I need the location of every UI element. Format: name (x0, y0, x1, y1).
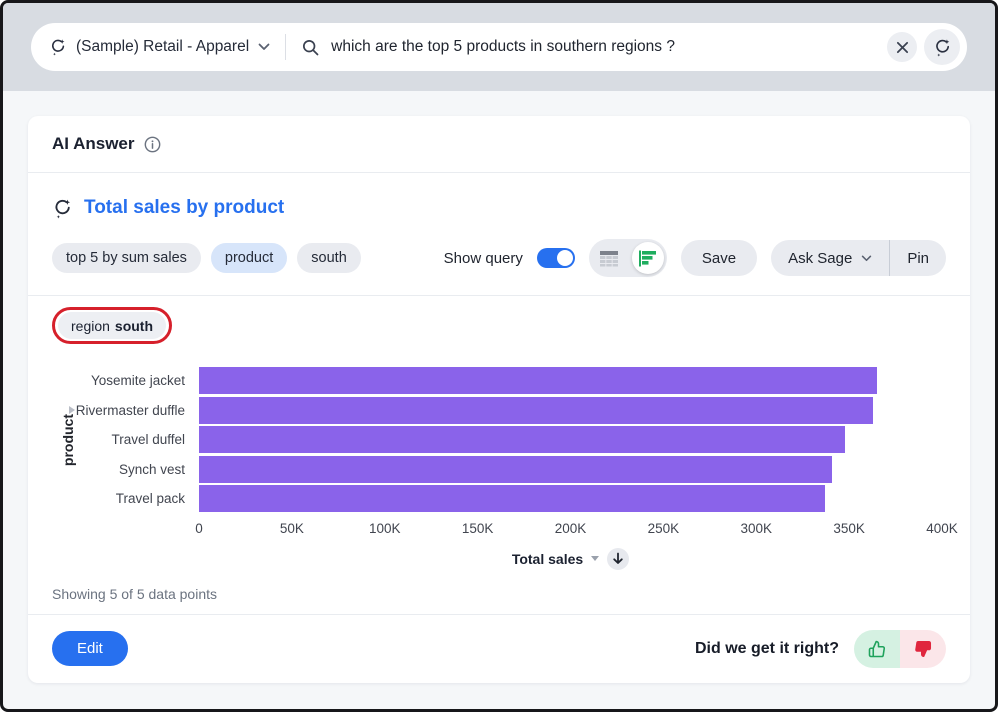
sage-spark-icon (52, 198, 73, 219)
plot-area (199, 366, 942, 514)
page-title: AI Answer (52, 134, 135, 153)
y-axis-label: Rivermaster duffle (75, 402, 185, 418)
axis-expand-icon[interactable] (69, 406, 75, 414)
feedback-buttons (854, 629, 946, 668)
status-text: Showing 5 of 5 data points (52, 585, 218, 602)
chevron-down-icon (861, 255, 872, 262)
token-toolbar-row: top 5 by sum sales product south Show qu… (52, 239, 946, 277)
viz-type-switch (588, 239, 667, 277)
y-axis-label: Synch vest (118, 461, 185, 477)
sage-spark-icon (49, 38, 67, 56)
filter-attribute: region (71, 317, 110, 334)
chart-view-button[interactable] (631, 242, 664, 274)
x-axis-title[interactable]: Total sales (511, 550, 584, 567)
searchbar-divider (285, 34, 287, 60)
y-axis-labels: Yosemite jacket Rivermaster duffle Travel … (52, 366, 199, 514)
bar[interactable] (199, 485, 825, 513)
x-axis-ticks: 0 50K 100K 150K 200K 250K 300K 350K 400K (195, 520, 958, 538)
bar[interactable] (199, 396, 874, 424)
bar[interactable] (199, 455, 833, 483)
x-axis-tick: 100K (368, 520, 401, 536)
section-divider (28, 295, 970, 296)
y-axis-title: product (60, 413, 76, 466)
x-axis-tick: 0 (195, 520, 203, 536)
clear-search-button[interactable] (887, 32, 917, 62)
show-query-label: Show query (443, 249, 523, 267)
search-input[interactable] (331, 38, 887, 56)
edit-button[interactable]: Edit (52, 631, 128, 667)
pin-button[interactable]: Pin (907, 249, 929, 267)
filter-value: south (114, 317, 154, 334)
token-chip-top5[interactable]: top 5 by sum sales (52, 243, 201, 273)
filter-row: region south (52, 307, 946, 344)
thumbs-down-button[interactable] (900, 629, 946, 668)
answer-title-row: Total sales by product (52, 197, 946, 219)
search-icon (301, 38, 320, 57)
ask-sage-menu-button[interactable]: Ask Sage (771, 240, 889, 276)
bars (199, 366, 942, 514)
x-axis-tick: 250K (647, 520, 680, 536)
ask-sage-pin-group: Ask Sage Pin (771, 240, 946, 276)
sort-descending-button[interactable] (607, 547, 630, 570)
thumbs-up-icon (868, 640, 886, 658)
ask-sage-button[interactable] (924, 29, 960, 65)
region-filter-chip[interactable]: region south (58, 312, 167, 339)
table-view-button[interactable] (599, 250, 619, 267)
show-query-toggle[interactable] (536, 248, 575, 268)
y-axis-label: Travel pack (115, 491, 185, 507)
ask-sage-label: Ask Sage (788, 249, 853, 267)
sage-spark-icon (933, 38, 952, 57)
main-area: AI Answer (3, 91, 995, 709)
footer-divider (28, 613, 970, 615)
save-button[interactable]: Save (680, 240, 758, 276)
top-bar: (Sample) Retail - Apparel (3, 3, 995, 91)
bar-chart-icon (638, 250, 657, 267)
answer-toolbar: Show query (444, 239, 946, 277)
chevron-down-icon (258, 43, 270, 51)
thumbs-up-button[interactable] (854, 629, 900, 668)
token-chip-product[interactable]: product (210, 243, 288, 273)
token-chip-south[interactable]: south (297, 243, 361, 273)
feedback-prompt: Did we get it right? (695, 639, 839, 657)
x-axis-label-row: Total sales (199, 547, 942, 570)
arrow-down-icon (612, 552, 624, 565)
bar[interactable] (199, 426, 846, 454)
bar-chart: product Yosemite jacket Rivermaster duffl… (52, 366, 958, 570)
x-axis-tick: 350K (833, 520, 865, 536)
combo-divider (889, 240, 891, 276)
ai-answer-card: AI Answer (28, 116, 970, 683)
x-axis-tick: 50K (279, 520, 304, 536)
bar[interactable] (199, 367, 877, 395)
chevron-down-icon[interactable] (591, 556, 600, 561)
datasource-label: (Sample) Retail - Apparel (76, 38, 250, 55)
y-axis-label: Yosemite jacket (90, 373, 185, 389)
table-icon (599, 250, 619, 267)
info-icon[interactable] (144, 136, 161, 153)
x-axis-tick: 150K (461, 520, 494, 536)
x-axis-tick: 300K (740, 520, 773, 536)
card-header: AI Answer (28, 116, 970, 173)
x-axis-tick: 400K (926, 520, 958, 536)
close-icon (896, 41, 909, 54)
x-axis-tick: 200K (554, 520, 587, 536)
footer: Edit Did we get it right? (52, 615, 946, 684)
search-bar: (Sample) Retail - Apparel (31, 23, 967, 71)
annotation-highlight: region south (52, 307, 173, 344)
y-axis: product Yosemite jacket Rivermaster duffl… (52, 366, 199, 514)
card-body: Total sales by product top 5 by sum sale… (28, 173, 970, 683)
datasource-selector[interactable]: (Sample) Retail - Apparel (49, 38, 270, 56)
answer-title[interactable]: Total sales by product (84, 197, 285, 218)
y-axis-label: Travel duffel (111, 432, 185, 448)
thumbs-down-icon (914, 640, 932, 658)
